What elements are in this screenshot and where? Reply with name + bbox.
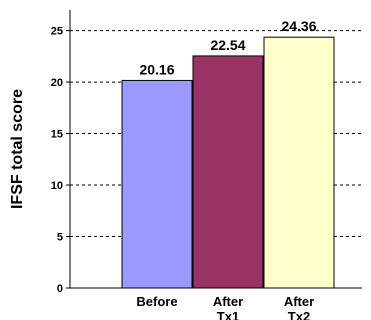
data-label: 20.16 [139, 61, 174, 77]
y-tick-label: 20 [51, 77, 63, 89]
y-axis-title: IFSF total score [9, 89, 26, 209]
data-label: 24.36 [281, 18, 316, 34]
x-tick-label: After Tx1 [213, 294, 243, 320]
axes [66, 10, 362, 289]
x-tick-label: After Tx2 [284, 294, 314, 320]
data-label: 22.54 [210, 37, 245, 53]
bars [121, 36, 335, 289]
y-tick-label: 25 [51, 26, 63, 38]
bar-2 [263, 36, 335, 289]
y-tick-label: 0 [57, 283, 63, 295]
labels: 0 5 10 15 20 25 20.16 Before 22.54 After Tx1 24.36 A… [51, 18, 317, 320]
y-tick-label: 15 [51, 129, 63, 141]
bar-0 [121, 79, 193, 289]
y-tick-label: 5 [57, 232, 63, 244]
y-tick-label: 10 [51, 180, 63, 192]
bar-1 [192, 55, 264, 289]
x-tick-label: Before [136, 294, 177, 309]
